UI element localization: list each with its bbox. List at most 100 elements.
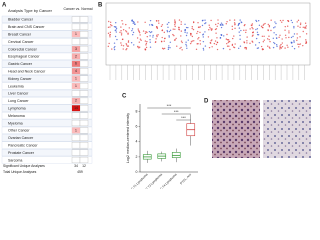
dot [150,31,153,33]
dot [185,34,188,37]
figure: A Analysis Type by Cancer Cancer vs. Nor… [1,3,311,194]
dot [166,31,169,33]
cell [71,90,81,97]
annotation: *** [181,115,186,120]
dot [167,48,170,51]
dot [174,28,176,30]
row-bg [1,38,93,46]
row-bg [1,112,93,120]
dot [239,45,242,47]
dot [130,41,133,44]
row-bg [1,141,93,149]
dot [225,23,227,25]
up-cell [72,31,80,38]
dot [189,32,192,35]
dot [229,19,231,21]
dot [156,20,158,22]
dot [267,23,269,26]
dot [173,39,176,41]
cell [79,112,89,119]
dot [139,38,142,40]
dot [257,34,260,36]
row-bg [1,97,93,105]
dot [302,30,304,33]
dot [231,43,234,46]
dot [174,23,176,26]
dot [178,19,181,21]
dot [208,46,211,49]
dot [291,45,294,48]
dot [137,21,139,23]
dot [162,48,165,50]
dot [180,35,182,37]
cell-value: 14 [74,106,78,110]
dot [268,24,271,27]
dot [157,34,159,36]
dot [262,48,265,51]
dot [297,25,299,27]
dot [286,44,288,47]
dot [251,35,254,37]
y-tick-label: 0 [136,170,138,174]
dot [276,45,278,48]
row-label: Breast Cancer [8,32,32,36]
row-label: Esophageal Cancer [8,55,40,59]
dot [174,22,177,24]
row-bg [1,75,93,83]
dot [244,47,246,49]
footer-label: Significant Unique Analyses [3,164,45,168]
cell [79,127,89,134]
dot [168,36,170,38]
dot [115,26,117,28]
dot [168,30,171,33]
dot [125,44,128,46]
dot [198,26,200,29]
dot [127,41,130,43]
dot [140,39,142,42]
dot [217,19,219,21]
dot [196,32,198,35]
cell [79,53,89,60]
dot [149,39,151,41]
cell [79,82,89,90]
dot [179,47,181,50]
dot [299,43,302,45]
dot [201,24,204,27]
y-tick-label: 6 [136,125,138,129]
dot [195,48,198,51]
dot [305,40,307,43]
dot [293,40,295,42]
dot [199,43,202,45]
dot [160,25,163,28]
dot [279,48,281,50]
up-cell [72,83,80,89]
dot [113,48,116,51]
dot [293,25,295,28]
dot [227,38,230,41]
dot [260,25,263,28]
dot [139,34,141,36]
dot [146,35,148,38]
dot [234,27,236,30]
dot [273,32,275,34]
dot [219,24,222,26]
dot [193,40,195,42]
dot [119,31,121,34]
row-label: Prostate Cancer [8,151,35,155]
dot [181,41,183,44]
dot [227,41,230,44]
dot [116,38,118,41]
dot [187,26,189,29]
dot [114,35,117,38]
dot [304,22,307,24]
table-title: Analysis Type by Cancer [8,8,53,13]
dot [128,27,130,29]
cell [71,134,81,141]
up-cell [72,46,80,52]
dot [251,41,254,43]
dot [275,44,278,46]
dot [305,33,308,35]
dot [168,45,170,47]
dot [111,48,113,50]
dot [274,26,276,28]
